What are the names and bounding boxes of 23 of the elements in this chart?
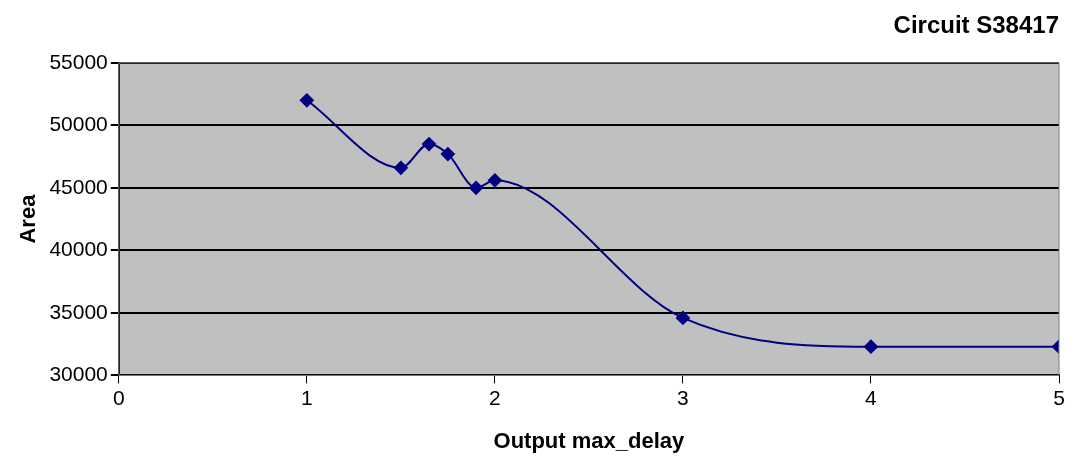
- x-tick-label: 1: [300, 385, 313, 409]
- y-tick-label: 55000: [49, 49, 108, 73]
- x-tick-label: 4: [865, 385, 878, 409]
- point: [299, 93, 314, 108]
- x-tick-label: 3: [677, 385, 689, 409]
- y-axis-title: Area: [15, 193, 41, 244]
- point: [422, 137, 437, 152]
- x-tick-label: 0: [112, 385, 125, 409]
- point: [863, 339, 878, 354]
- point: [393, 160, 408, 175]
- y-tick-label: 35000: [49, 299, 108, 323]
- y-tick-label: 30000: [49, 362, 108, 386]
- x-tick-label: 2: [489, 385, 501, 409]
- point: [487, 173, 502, 188]
- x-tick-label: 5: [1053, 385, 1065, 409]
- x-axis-title: Output max_delay: [493, 427, 686, 453]
- y-tick-label: 50000: [49, 112, 108, 136]
- y-tick-label: 40000: [49, 237, 108, 261]
- chart-title: Circuit S38417: [893, 11, 1059, 39]
- point: [440, 147, 455, 162]
- point: [469, 180, 484, 195]
- y-tick-label: 45000: [49, 174, 108, 198]
- point: [675, 310, 690, 325]
